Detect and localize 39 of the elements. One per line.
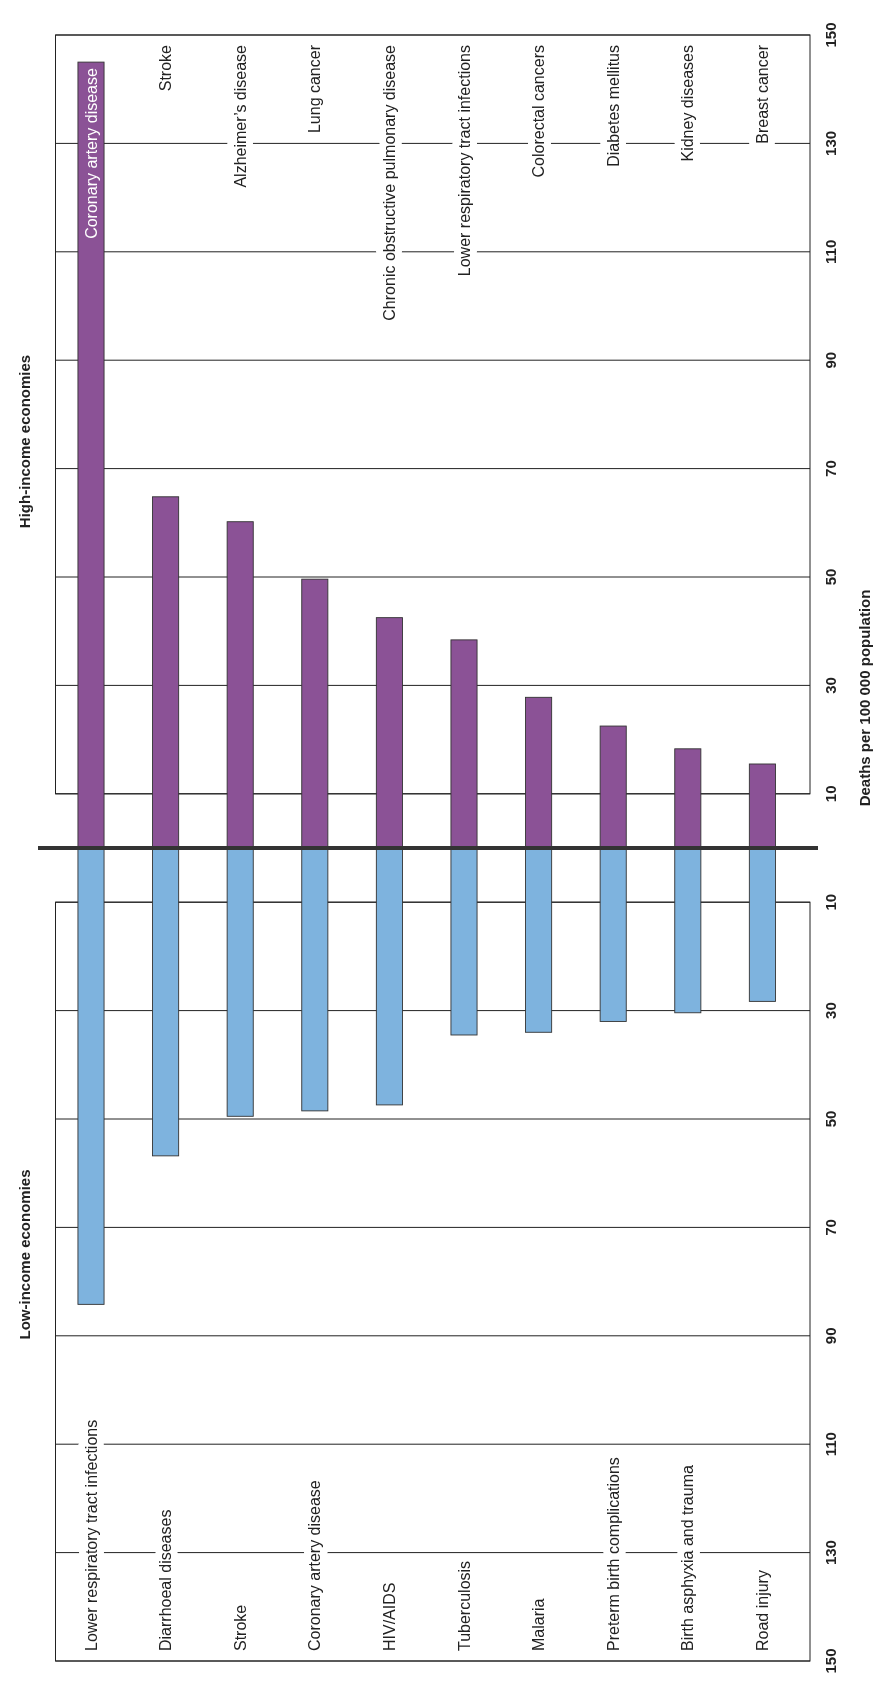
- y-tick-label: 90: [822, 1327, 839, 1345]
- y-tick-label: 30: [822, 677, 839, 694]
- x-tick-label: Coronary artery disease: [82, 68, 100, 239]
- x-tick-label: Preterm birth complications: [604, 1457, 622, 1651]
- x-tick-label: Lower respiratory tract infections: [82, 1419, 100, 1651]
- y-tick-label: 150: [822, 22, 839, 48]
- x-tick-label: Tuberculosis: [455, 1560, 473, 1651]
- text: Low-income economies: [16, 1169, 33, 1340]
- y-tick-label: 70: [822, 460, 839, 477]
- x-tick-label: Lung cancer: [306, 44, 324, 134]
- x-tick-label: Malaria: [530, 1598, 548, 1651]
- x-tick-label: Kidney diseases: [679, 45, 697, 162]
- y-tick-label: 130: [822, 1540, 839, 1566]
- x-tick-label: Birth asphyxia and trauma: [679, 1465, 697, 1651]
- x-tick-label: Colorectal cancers: [530, 45, 548, 178]
- y-tick-label: 110: [822, 239, 839, 264]
- y-tick-label: 90: [822, 351, 839, 369]
- x-tick-label: Stroke: [231, 1604, 249, 1651]
- x-tick-label: Diabetes mellitus: [604, 45, 622, 167]
- x-tick-label: Road injury: [754, 1570, 771, 1651]
- x-tick-label: HIV/AIDS: [381, 1582, 398, 1651]
- y-tick-label: 50: [822, 568, 839, 586]
- y-tick-label: 10: [822, 785, 839, 803]
- x-tick-label: Breast cancer: [754, 44, 771, 144]
- x-tick-label: Diarrhoeal diseases: [157, 1509, 175, 1651]
- y-tick-label: 10: [822, 893, 839, 911]
- y-tick-label: 50: [822, 1110, 839, 1128]
- x-tick-label: Chronic obstructive pulmonary disease: [381, 44, 398, 321]
- y-tick-label: 70: [822, 1219, 839, 1236]
- x-tick-label: Coronary artery disease: [306, 1480, 324, 1651]
- y-axis-title: Deaths per 100 000 population: [856, 589, 873, 807]
- y-tick-label: 130: [822, 130, 839, 156]
- x-tick-label: Lower respiratory tract infections: [455, 45, 473, 277]
- y-tick-label: 110: [822, 1432, 839, 1457]
- y-tick-label: 150: [822, 1648, 839, 1674]
- x-tick-label: Alzheimer’s disease: [231, 44, 249, 188]
- text: High-income economies: [16, 354, 33, 529]
- y-tick-label: 30: [822, 1002, 839, 1019]
- x-tick-label: Stroke: [157, 44, 175, 92]
